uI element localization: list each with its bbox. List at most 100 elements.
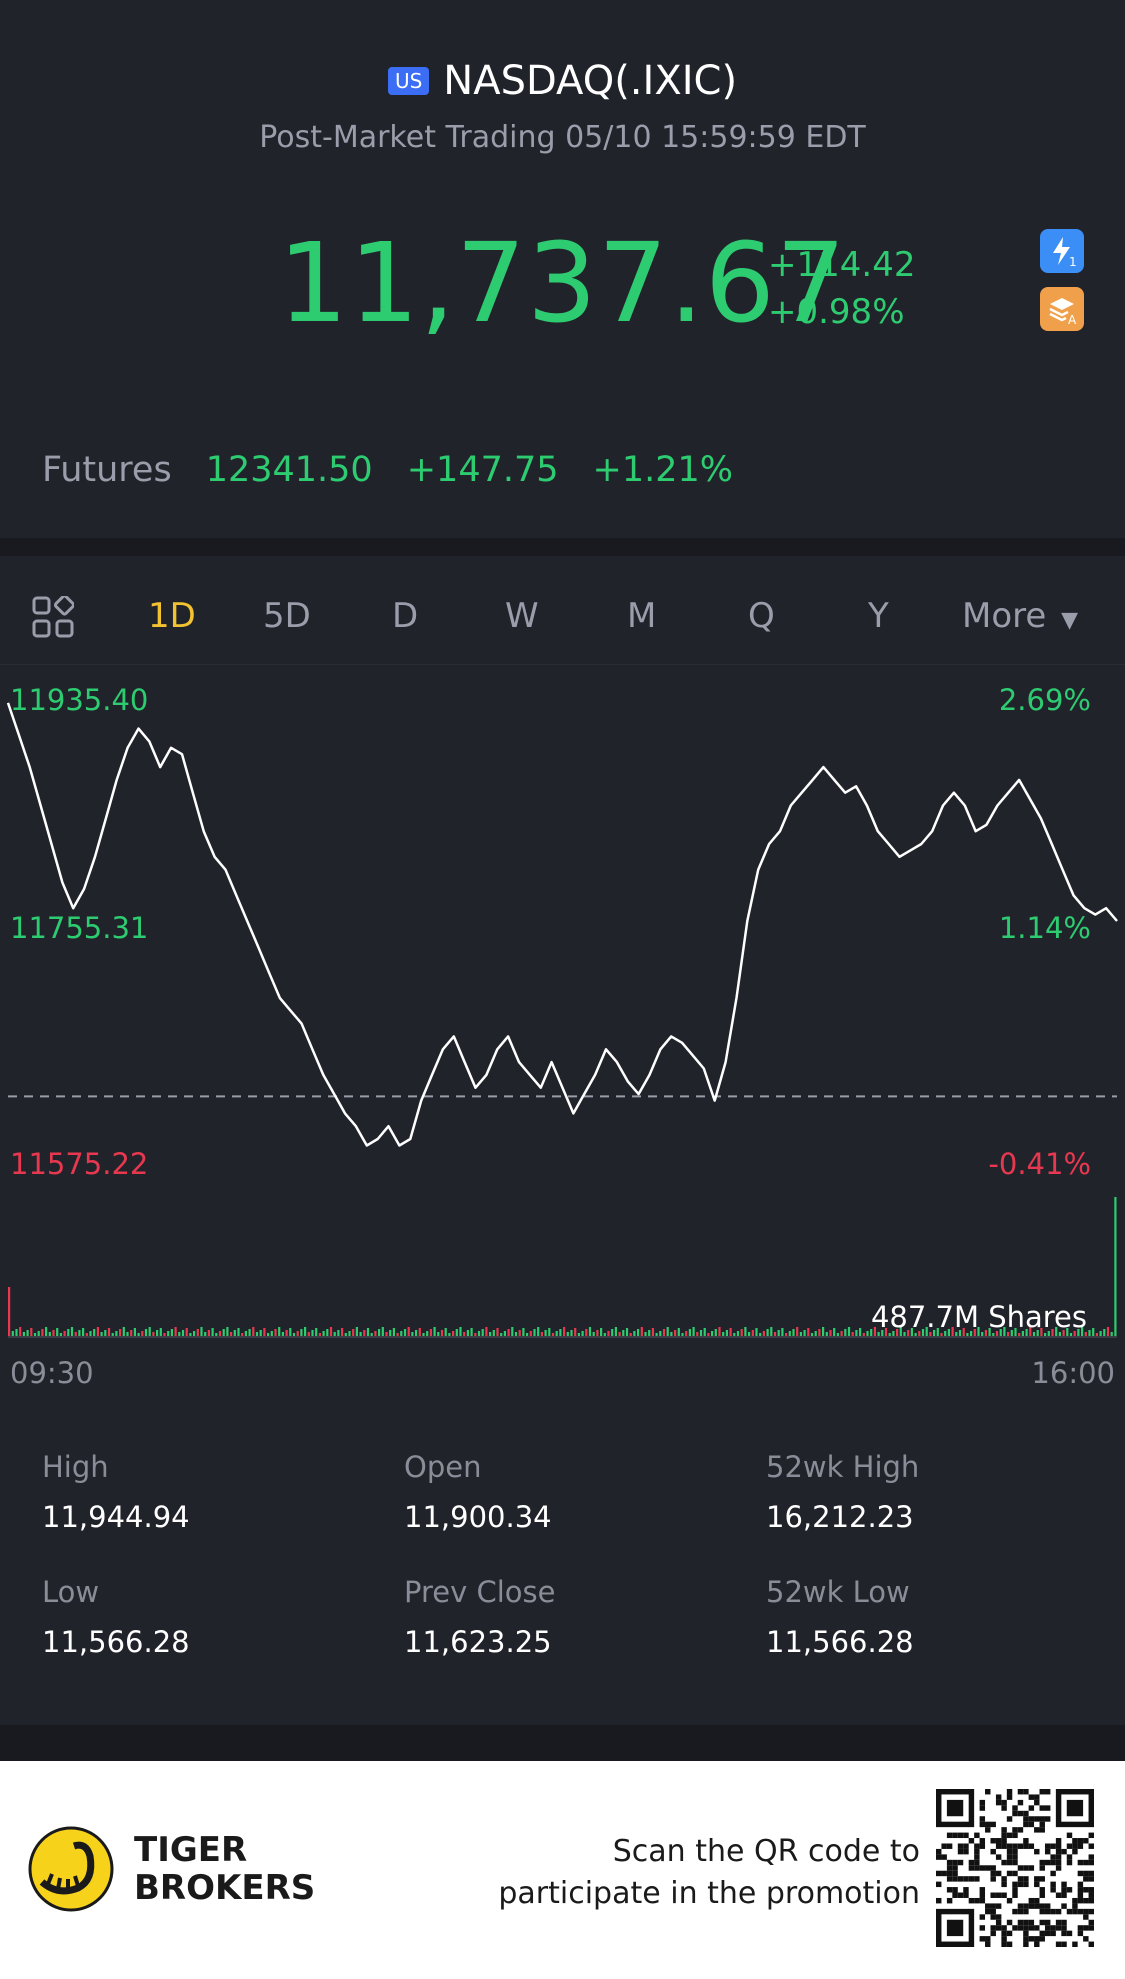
volume-bar: [899, 1327, 902, 1337]
futures-row[interactable]: Futures 12341.50 +147.75 +1.21%: [42, 450, 733, 490]
tiger-logo-icon: [28, 1826, 114, 1916]
volume-bar: [496, 1328, 499, 1337]
volume-bar: [200, 1327, 203, 1337]
lightning-level1-icon[interactable]: 1: [1040, 229, 1084, 273]
volume-bar: [304, 1327, 307, 1337]
tab-1d[interactable]: 1D: [148, 596, 196, 636]
futures-change: +147.75: [406, 450, 559, 490]
volume-bar: [452, 1331, 455, 1337]
volume-bar: [555, 1331, 558, 1337]
volume-bar: [403, 1329, 407, 1337]
intraday-chart[interactable]: [0, 670, 1125, 1410]
volume-bar: [566, 1332, 569, 1337]
volume-bar: [581, 1331, 584, 1337]
volume-bar: [585, 1329, 588, 1337]
volume-bar: [437, 1332, 440, 1337]
volume-bar: [389, 1330, 392, 1337]
volume-bar: [518, 1330, 521, 1337]
volume-bar: [252, 1327, 255, 1337]
grid-layout-icon[interactable]: [32, 594, 76, 642]
tab-y[interactable]: Y: [868, 596, 889, 636]
volume-bar: [681, 1333, 684, 1337]
volume-bar: [896, 1329, 899, 1337]
brand-name: TIGER BROKERS: [134, 1831, 315, 1907]
volume-bar: [429, 1329, 432, 1337]
volume-bar: [744, 1327, 747, 1337]
volume-bar: [570, 1330, 573, 1337]
volume-bar: [640, 1327, 643, 1337]
volume-bar: [925, 1327, 928, 1337]
volume-bar: [281, 1332, 284, 1337]
volume-bar: [1025, 1329, 1028, 1337]
volume-bar: [788, 1331, 791, 1337]
brand-line2: BROKERS: [134, 1868, 316, 1908]
volume-bar: [703, 1328, 706, 1337]
volume-bar: [722, 1332, 725, 1337]
promo-line2: participate in the promotion: [498, 1876, 920, 1911]
volume-bar: [692, 1327, 695, 1337]
volume-bar: [230, 1332, 233, 1337]
volume-bar: [522, 1328, 525, 1337]
volume-bar: [973, 1329, 976, 1337]
volume-bar: [411, 1332, 414, 1337]
volume-total: 487.7M Shares: [870, 1300, 1087, 1334]
volume-bar: [133, 1328, 136, 1337]
stack-a-icon[interactable]: A: [1040, 287, 1084, 331]
volume-bar: [189, 1333, 192, 1337]
tab-more-label: More: [962, 596, 1047, 636]
volume-bar: [796, 1327, 799, 1337]
volume-bar: [618, 1332, 621, 1337]
volume-bar: [326, 1329, 329, 1337]
volume-bar: [592, 1332, 595, 1337]
promo-text: Scan the QR code to participate in the p…: [498, 1831, 920, 1915]
header-title-row: US NASDAQ(.IXIC): [0, 58, 1125, 104]
volume-bar: [1103, 1329, 1106, 1337]
volume-bar: [37, 1331, 40, 1337]
volume-bar: [999, 1329, 1002, 1337]
volume-bar: [933, 1330, 936, 1337]
volume-bar: [85, 1333, 88, 1337]
price-series-line: [6, 702, 1118, 1147]
volume-bar: [711, 1331, 714, 1337]
volume-bar: [696, 1332, 699, 1337]
stat-value-52wk-high: 16,212.23: [766, 1500, 914, 1534]
volume-bar: [311, 1330, 314, 1337]
volume-bar: [415, 1330, 418, 1337]
tab-5d[interactable]: 5D: [263, 596, 311, 636]
volume-bar: [622, 1330, 625, 1337]
tab-m[interactable]: M: [627, 596, 657, 636]
volume-bar: [396, 1333, 399, 1337]
volume-bar: [459, 1327, 462, 1337]
volume-bar: [255, 1332, 259, 1337]
pct-label-low: -0.41%: [988, 1147, 1091, 1181]
volume-bar: [93, 1329, 96, 1337]
volume-bar: [785, 1333, 788, 1337]
tab-q[interactable]: Q: [748, 596, 775, 636]
stat-value-52wk-low: 11,566.28: [766, 1625, 914, 1659]
qr-code-icon[interactable]: [936, 1789, 1094, 1947]
volume-bar: [799, 1332, 802, 1337]
volume-bar: [63, 1331, 66, 1337]
volume-bar: [970, 1331, 973, 1337]
volume-bar: [651, 1328, 654, 1337]
volume-bar: [440, 1330, 444, 1337]
volume-bar: [611, 1329, 614, 1337]
volume-bar: [862, 1333, 865, 1337]
volume-bar: [474, 1333, 477, 1337]
stat-label-open: Open: [404, 1450, 482, 1484]
volume-bar: [503, 1331, 506, 1337]
volume-bar: [226, 1327, 229, 1337]
volume-bar: [1058, 1332, 1061, 1337]
volume-bar: [855, 1330, 858, 1337]
volume-bar: [988, 1328, 991, 1337]
volume-bar: [511, 1327, 514, 1337]
volume-bar: [607, 1331, 610, 1337]
volume-bar: [381, 1327, 384, 1337]
volume-bar: [1081, 1327, 1084, 1337]
tab-more[interactable]: More ▼: [962, 596, 1078, 636]
stat-label-low: Low: [42, 1575, 100, 1609]
tab-d[interactable]: D: [392, 596, 419, 636]
tab-w[interactable]: W: [505, 596, 539, 636]
volume-bar: [211, 1328, 214, 1337]
volume-bar: [777, 1330, 780, 1337]
